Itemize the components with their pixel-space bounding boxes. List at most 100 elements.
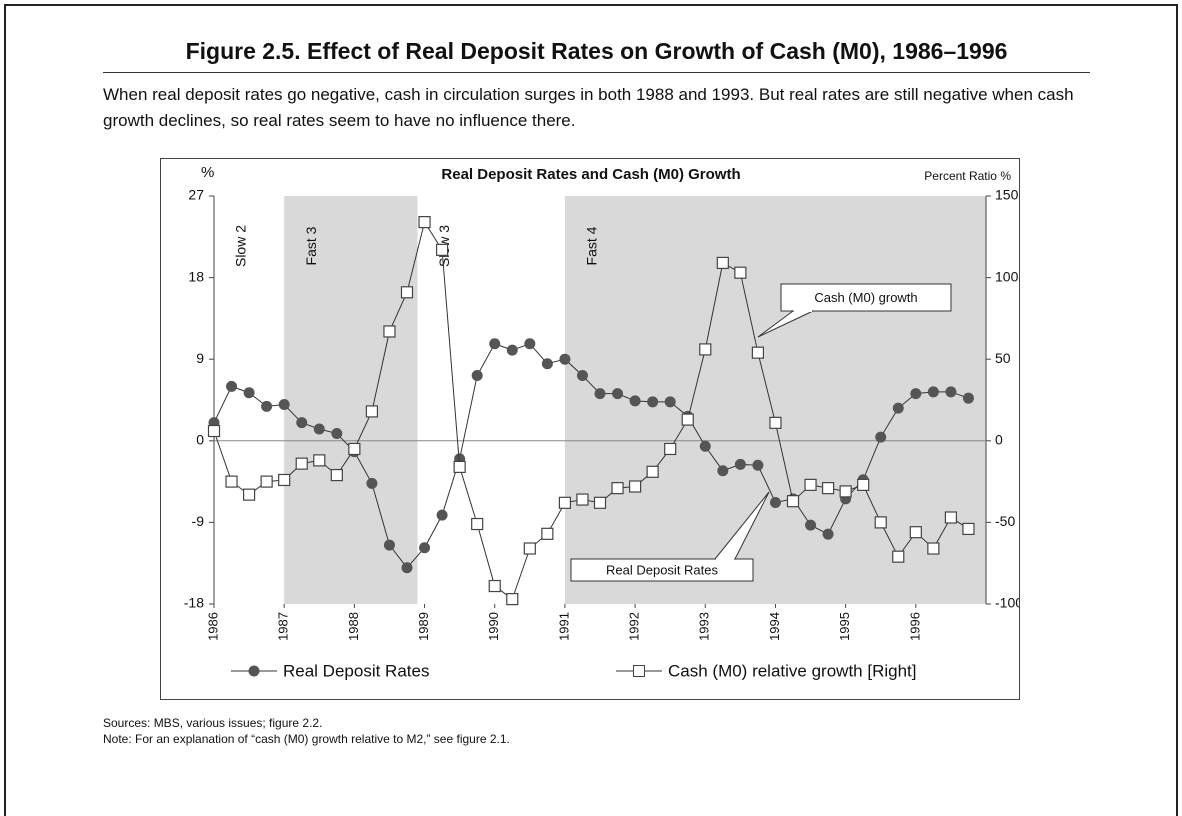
figure-title: Figure 2.5. Effect of Real Deposit Rates… [185,38,1008,64]
point [839,485,852,498]
callout-box [570,558,754,582]
point [892,402,904,414]
point [226,380,238,392]
point [927,542,940,555]
x-tick-label: 1994 [767,612,782,641]
point [559,353,571,365]
point [769,496,781,508]
legend-label: Real Deposit Rates [283,661,429,680]
subtitle: When real deposit rates go negative, cas… [103,85,1074,130]
x-tick-label: 1986 [205,612,220,641]
point [664,442,677,456]
point [612,388,624,400]
x-tick-label: 1991 [556,612,571,641]
point [611,482,624,495]
point [278,399,290,411]
point [681,413,694,426]
title-rule [103,72,1090,73]
point [699,440,711,452]
y-tick-label: -18 [184,595,204,611]
callout-box [780,283,952,312]
y-tick-label: -9 [192,513,205,529]
point [875,431,887,443]
point [944,511,958,524]
period-shade [284,196,418,604]
point [243,387,255,399]
point [541,527,554,540]
y-tick-label: 18 [188,268,204,284]
sources: Sources: MBS, various issues; figure 2.2… [103,716,323,730]
point [471,517,484,531]
point [576,370,588,382]
x-tick-label: 1990 [486,612,501,641]
point [558,496,572,509]
point [576,493,589,506]
point [366,477,378,489]
point [629,395,641,407]
frame [4,4,1178,816]
point [489,338,501,350]
point [734,266,747,279]
point [242,488,256,501]
point [594,388,606,400]
point [769,416,782,429]
x-tick-label: 1987 [276,612,291,641]
point [927,386,939,398]
y-axis-label: % [201,164,214,181]
point [664,396,676,408]
point [523,542,536,555]
y-tick-label: 27 [188,187,204,203]
point [313,454,326,467]
period-shade [564,196,986,604]
point [436,509,448,521]
period-label: Fast 4 [584,226,600,265]
point [313,423,325,435]
annotation: Cash (M0) growth [814,290,917,305]
point [331,428,343,440]
point [716,256,729,270]
annotation: Real Deposit Rates [606,562,718,577]
point [646,465,659,478]
point [945,386,957,398]
legend-label: Cash (M0) relative growth [Right] [668,661,916,680]
point [295,457,308,470]
legend-marker [633,665,645,677]
point [383,325,396,338]
point [419,542,431,554]
point [260,475,273,488]
point [541,358,553,370]
point [910,388,922,400]
point [805,519,817,531]
point [261,400,273,412]
y2-tick-label: 50 [995,350,1011,366]
point [647,396,659,408]
y-tick-label: 0 [196,432,204,448]
point [330,468,343,482]
period-label: Slow 2 [233,225,249,267]
point [278,473,291,487]
point [699,343,712,356]
point [786,495,800,508]
point [962,522,975,536]
note: Note: For an explanation of “cash (M0) g… [103,732,510,746]
point [962,392,974,404]
point [752,459,764,471]
point [400,286,414,299]
point [401,562,413,574]
y2-tick-label: 150 [995,187,1019,203]
point [225,475,238,488]
point [506,344,518,356]
point [821,482,835,495]
point [822,528,834,540]
y2-tick-label: 100 [995,268,1019,284]
point [593,496,607,509]
point [751,346,765,359]
y2-tick-label: -50 [995,513,1015,529]
point [418,216,431,229]
point [506,593,519,606]
y2-tick-label: 0 [995,432,1003,448]
point [296,417,308,429]
point [734,458,746,470]
